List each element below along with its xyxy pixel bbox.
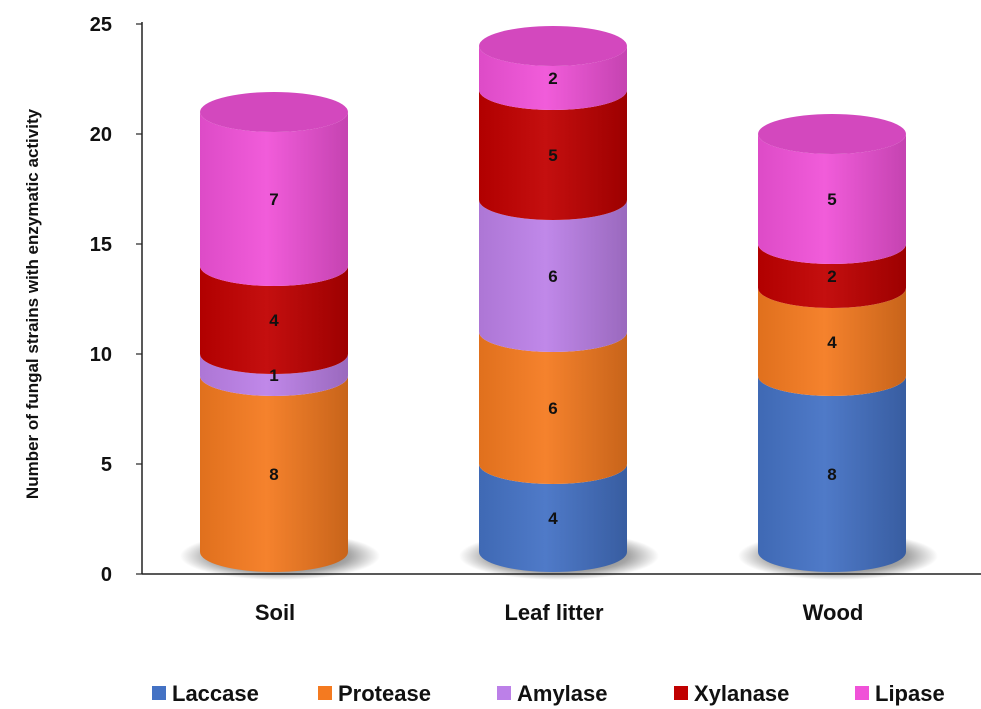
bar-segment-soil-lipase <box>200 112 348 286</box>
data-label-leaf-litter-laccase: 4 <box>548 509 558 528</box>
data-label-wood-lipase: 5 <box>827 190 836 209</box>
legend-swatch-xylanase <box>674 686 688 700</box>
legend-swatch-laccase <box>152 686 166 700</box>
legend-label-laccase: Laccase <box>172 681 259 706</box>
bar-segment-wood-xylanase <box>758 244 906 308</box>
bar-top-cap-soil <box>200 92 348 132</box>
legend-swatch-amylase <box>497 686 511 700</box>
data-label-leaf-litter-lipase: 2 <box>548 69 557 88</box>
legend-label-lipase: Lipase <box>875 681 945 706</box>
y-tick-label: 20 <box>90 124 112 146</box>
y-tick-label: 5 <box>101 454 112 476</box>
y-tick-label: 0 <box>101 564 112 586</box>
bar-segment-leaf-litter-laccase <box>479 464 627 572</box>
data-label-leaf-litter-protease: 6 <box>548 399 557 418</box>
data-label-soil-protease: 8 <box>269 465 278 484</box>
y-tick-label: 25 <box>90 14 112 36</box>
category-label-soil: Soil <box>255 600 295 625</box>
y-axis-title: Number of fungal strains with enzymatic … <box>23 108 42 499</box>
bar-top-cap-wood <box>758 114 906 154</box>
data-label-wood-xylanase: 2 <box>827 267 836 286</box>
legend-item-protease: Protease <box>318 681 431 706</box>
data-label-leaf-litter-amylase: 6 <box>548 267 557 286</box>
data-label-wood-laccase: 8 <box>827 465 836 484</box>
bar-segment-leaf-litter-amylase <box>479 200 627 352</box>
bar-segment-wood-protease <box>758 288 906 396</box>
data-label-leaf-litter-xylanase: 5 <box>548 146 557 165</box>
data-label-soil-amylase: 1 <box>269 366 278 385</box>
bar-segment-wood-lipase <box>758 134 906 264</box>
legend-item-amylase: Amylase <box>497 681 608 706</box>
bar-segment-soil-xylanase <box>200 266 348 374</box>
legend-label-xylanase: Xylanase <box>694 681 789 706</box>
legend-item-laccase: Laccase <box>152 681 259 706</box>
bar-segment-leaf-litter-xylanase <box>479 90 627 220</box>
category-label-leaf-litter: Leaf litter <box>504 600 603 625</box>
legend-swatch-lipase <box>855 686 869 700</box>
legend-label-amylase: Amylase <box>517 681 608 706</box>
data-label-soil-lipase: 7 <box>269 190 278 209</box>
legend-item-xylanase: Xylanase <box>674 681 789 706</box>
category-label-wood: Wood <box>803 600 864 625</box>
data-label-soil-xylanase: 4 <box>269 311 279 330</box>
bar-segment-soil-protease <box>200 376 348 572</box>
bar-top-cap-leaf-litter <box>479 26 627 66</box>
y-tick-label: 15 <box>90 234 112 256</box>
legend-item-lipase: Lipase <box>855 681 945 706</box>
legend-label-protease: Protease <box>338 681 431 706</box>
y-tick-label: 10 <box>90 344 112 366</box>
legend-swatch-protease <box>318 686 332 700</box>
bar-segment-leaf-litter-lipase <box>479 46 627 110</box>
data-label-wood-protease: 4 <box>827 333 837 352</box>
bar-segment-soil-amylase <box>200 354 348 396</box>
bar-segment-wood-laccase <box>758 376 906 572</box>
bar-segment-leaf-litter-protease <box>479 332 627 484</box>
